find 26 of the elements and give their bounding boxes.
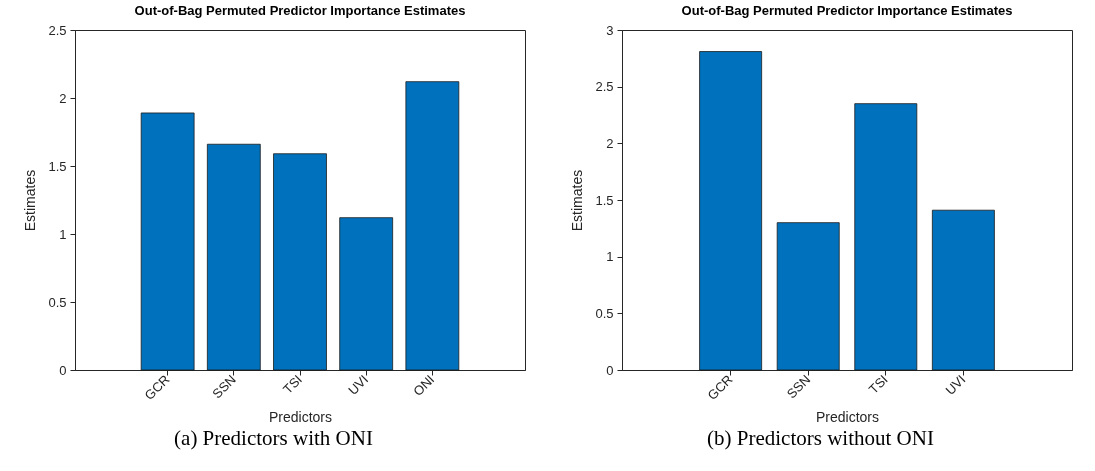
y-tick-label: 0	[58, 362, 66, 378]
y-tick-label: 2.5	[594, 79, 613, 95]
x-tick-label: UVI	[941, 371, 968, 398]
y-tick-label: 0	[605, 362, 613, 378]
y-axis-title: Estimates	[568, 169, 585, 232]
x-tick-label: TSI	[865, 371, 891, 397]
y-tick-label: 1.5	[594, 192, 613, 208]
y-tick-label: 1	[605, 249, 613, 265]
x-axis-title: Predictors	[815, 408, 879, 425]
y-tick-label: 3	[605, 22, 613, 38]
y-tick-label: 0.5	[594, 305, 613, 321]
x-axis-title: Predictors	[268, 408, 332, 425]
y-tick-label: 0.5	[47, 294, 66, 310]
y-tick-label: 2	[58, 90, 66, 106]
chart-title: Out-of-Bag Permuted Predictor Importance Estimates	[134, 3, 465, 18]
x-tick-label: UVI	[344, 371, 371, 398]
x-tick-label: TSI	[279, 371, 305, 397]
chart-title: Out-of-Bag Permuted Predictor Importance Estimates	[681, 3, 1012, 18]
text: (b) Predictors without ONI	[707, 426, 934, 451]
y-tick-label: 2	[605, 135, 613, 151]
x-tick-label: ONI	[409, 371, 437, 399]
y-tick-label: 1	[58, 226, 66, 242]
y-axis-title: Estimates	[21, 169, 38, 232]
text: (a) Predictors with ONI	[174, 426, 373, 451]
y-tick-label: 2.5	[47, 22, 66, 38]
y-tick-label: 1.5	[47, 158, 66, 174]
